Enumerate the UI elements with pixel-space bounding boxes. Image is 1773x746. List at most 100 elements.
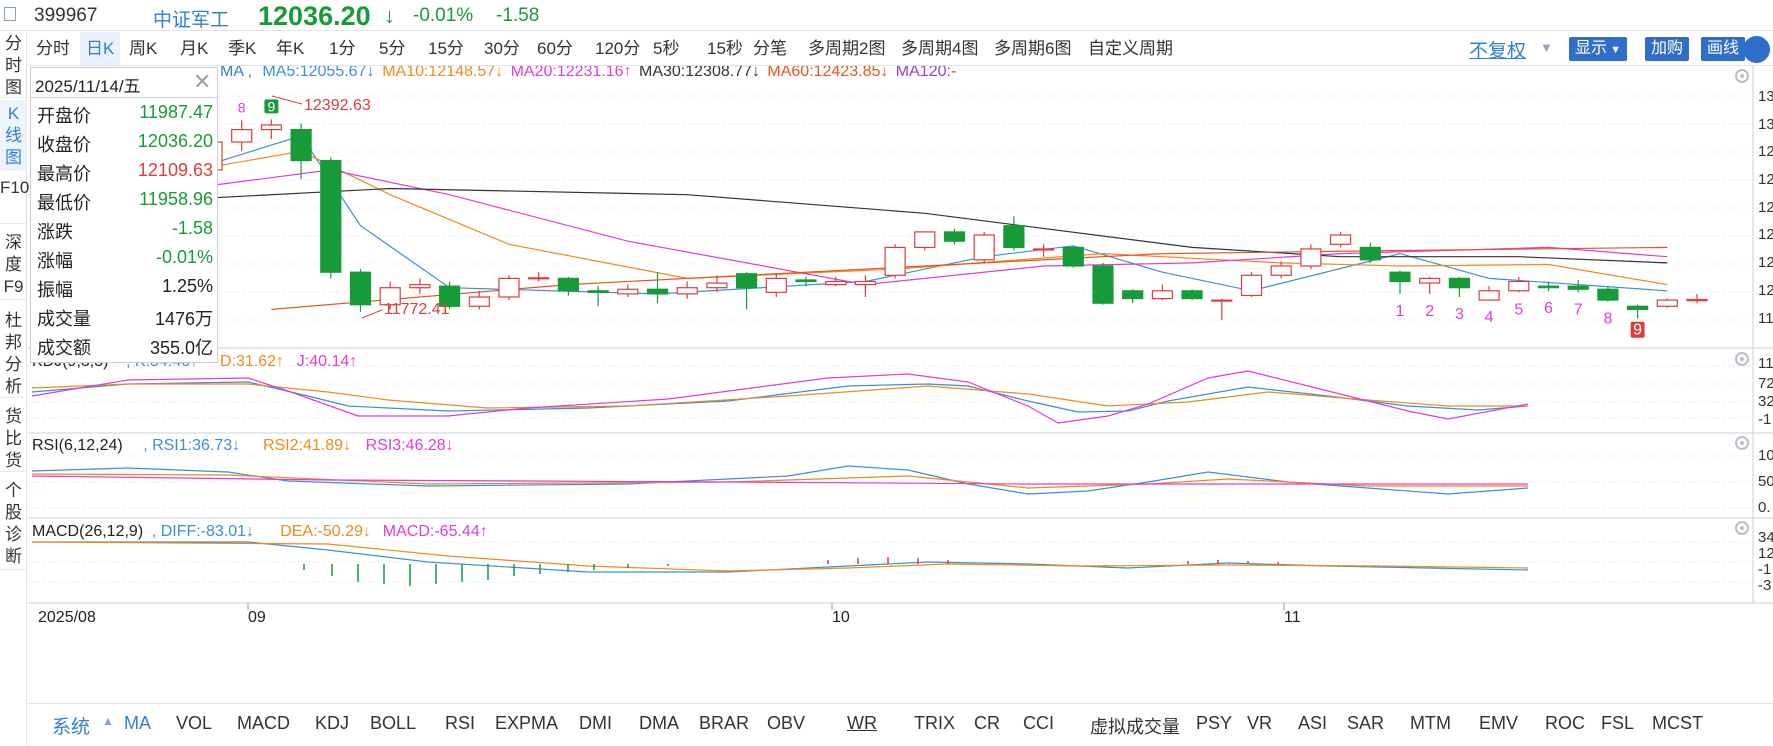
tab-period-1[interactable]: 日K [80,32,121,65]
y-tick-rsi: 0. [1758,499,1771,516]
candle-body [1359,246,1381,261]
indicator-tab-20[interactable]: MTM [1410,713,1451,733]
indicator-tab-19[interactable]: SAR [1347,713,1385,733]
date-axis-label: 2025/08 [38,609,96,626]
info-value: -1.58 [171,218,213,238]
indicator-tab-14[interactable]: CCI [1023,713,1054,733]
info-row: 振幅 1.25% [37,273,213,301]
indicator-tab-23[interactable]: FSL [1601,713,1635,733]
indicator-tab-11[interactable]: WR [847,713,877,733]
tab-period-6[interactable]: 1分 [329,39,356,58]
indicator-tab-18[interactable]: ASI [1298,713,1328,733]
show-button[interactable]: 显示 ▼ [1569,37,1627,61]
window-icon[interactable] [4,7,16,21]
indicator-tab-16[interactable]: PSY [1196,713,1233,733]
close-icon[interactable]: ✕ [193,69,212,94]
candle-body [1329,234,1352,245]
info-row: 开盘价 11987.47 [37,99,213,127]
legend-rsi-1: , RSI1:36.73↓ [143,437,240,454]
indicator-tab-12[interactable]: TRIX [914,713,956,733]
candle-body [765,277,787,293]
chevron-up-icon[interactable]: ▲ [102,714,114,728]
indicator-tab-6[interactable]: EXPMA [495,713,559,733]
y-tick-kline: 12 [1758,282,1773,299]
indicator-tab-7[interactable]: DMI [579,713,612,733]
candle-body [587,290,609,293]
candle-body [1240,274,1263,297]
indicator-tab-21[interactable]: EMV [1479,713,1519,733]
sidebar-item-kline[interactable]: K线图 [0,100,27,170]
indicator-tab-4[interactable]: BOLL [370,713,417,733]
indicator-tab-9[interactable]: BRAR [699,713,750,733]
gear-icon [1735,352,1749,366]
tab-period-9[interactable]: 30分 [484,39,520,58]
tab-period-10[interactable]: 60分 [537,39,573,58]
tab-period-17[interactable]: 多周期6图 [994,39,1072,58]
tab-period-14[interactable]: 分笔 [753,39,787,58]
sidebar-item-diagnosis[interactable]: 个股诊断 [0,474,27,570]
tab-period-11[interactable]: 120分 [595,39,641,58]
gear-icon-center [1740,441,1744,445]
candle-body [884,246,906,276]
tab-period-18[interactable]: 自定义周期 [1088,39,1173,58]
candle-body [825,280,847,286]
tag-badge [1630,321,1645,338]
sidebar-item-depth-f9[interactable]: 深度F9 [0,226,27,300]
info-label: 最高价 [37,164,91,184]
indicator-tab-17[interactable]: VR [1247,713,1273,733]
legend-ma-3: MA20:12231.16↑ [511,66,632,80]
y-tick-kline: 12 [1758,143,1773,160]
info-value: 11987.47 [139,102,213,122]
legend-rsi-0: RSI(6,12,24) [32,437,123,454]
indicator-tab-5[interactable]: RSI [445,713,476,733]
indicator-tab-2[interactable]: MACD [237,713,290,733]
chevron-down-icon[interactable]: ▼ [1540,40,1553,55]
candle-body [1122,290,1144,300]
info-label: 收盘价 [37,135,91,155]
info-row: 收盘价 12036.20 [37,128,213,156]
tab-period-12[interactable]: 5秒 [653,39,680,58]
tab-period-7[interactable]: 5分 [379,39,406,58]
sidebar-item-dupont[interactable]: 杜邦分析 [0,302,27,398]
legend-macd-0: MACD(26,12,9) [32,523,143,540]
tab-period-15[interactable]: 多周期2图 [808,39,886,58]
sidebar-item-f10[interactable]: F10 [0,172,29,224]
add-watch-button[interactable]: 加购 [1645,37,1690,61]
sidebar-item-compare[interactable]: 货比货 [0,400,27,472]
gear-icon [1735,69,1749,83]
tab-period-8[interactable]: 15分 [428,39,464,58]
info-label: 成交额 [37,338,91,358]
legend-macd-2: DEA:-50.29↓ [280,523,371,540]
candle-body [706,282,728,289]
indicator-tab-1[interactable]: VOL [176,713,213,733]
tab-period-5[interactable]: 年K [276,39,305,58]
indicator-tab-8[interactable]: DMA [639,713,679,733]
system-menu[interactable]: 系统 [52,717,91,738]
tab-period-16[interactable]: 多周期4图 [901,39,979,58]
indicator-tab-13[interactable]: CR [974,713,1000,733]
indicator-tab-3[interactable]: KDJ [315,713,350,733]
tab-period-13[interactable]: 15秒 [707,39,743,58]
candle-body [1686,298,1708,302]
tab-period-0[interactable]: 分时 [36,39,70,58]
indicator-tab-10[interactable]: OBV [767,713,806,733]
stock-name[interactable]: 中证军工 [153,10,230,31]
tab-period-4[interactable]: 季K [228,39,257,58]
indicator-tab-0[interactable]: MA [124,713,151,733]
legend-rsi-3: RSI3:46.28↓ [366,437,454,454]
tab-period-2[interactable]: 周K [129,39,158,58]
date-axis-label: 11 [1284,609,1301,626]
indicator-tab-15[interactable]: 虚拟成交量 [1090,717,1180,737]
low-annotation: 11772.41 [384,301,450,318]
draw-line-button[interactable]: 画线 [1701,37,1746,61]
fq-dropdown[interactable]: 不复权 [1469,41,1527,62]
tab-period-3[interactable]: 月K [180,39,209,58]
indicator-tab-22[interactable]: ROC [1545,713,1585,733]
refresh-icon[interactable] [1743,36,1770,63]
indicator-tab-24[interactable]: MCST [1652,713,1703,733]
candle-body [1508,280,1530,292]
sidebar-item-timeshare[interactable]: 分时图 [0,32,27,98]
tag-badge [264,99,279,114]
candle-body [1211,299,1233,302]
